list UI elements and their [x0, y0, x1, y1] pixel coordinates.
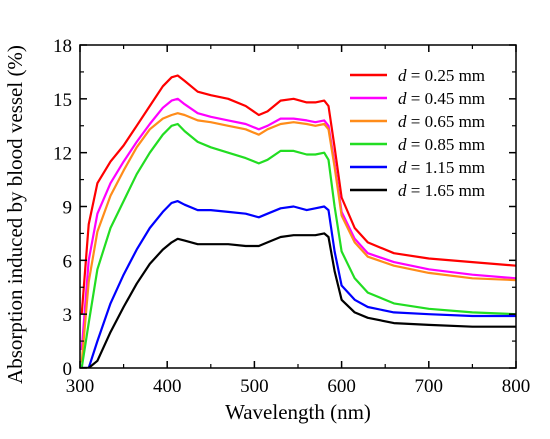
series-line-2	[80, 97, 516, 351]
legend-label-6: d = 1.65 mm	[398, 181, 485, 200]
x-tick-label: 600	[327, 376, 356, 397]
series-layer	[80, 74, 516, 368]
series-line-6	[81, 232, 516, 368]
y-tick-label: 12	[53, 144, 72, 165]
legend-label-1: d = 0.25 mm	[398, 66, 485, 85]
x-tick-label: 300	[66, 376, 95, 397]
y-tick-label: 6	[63, 251, 73, 272]
legend-label-var: d	[398, 89, 407, 108]
legend-label-value: = 0.25 mm	[407, 66, 486, 85]
legend-label-var: d	[398, 135, 407, 154]
series-line-4	[80, 122, 516, 368]
legend-label-value: = 0.45 mm	[407, 89, 486, 108]
legend-label-var: d	[398, 158, 407, 177]
legend-label-4: d = 0.85 mm	[398, 135, 485, 154]
series-line-1	[80, 74, 516, 315]
y-axis-label: Absorption induced by blood vessel (%)	[3, 45, 27, 384]
legend-label-value: = 1.65 mm	[407, 181, 486, 200]
y-tick-label: 9	[63, 198, 73, 219]
legend-label-var: d	[398, 112, 407, 131]
x-axis-label: Wavelength (nm)	[225, 400, 371, 424]
legend-label-var: d	[398, 181, 407, 200]
legend-label-3: d = 0.65 mm	[398, 112, 485, 131]
ticks-layer: 300 400 500 600 700 800 0 3 6 9 12 15 18	[53, 36, 530, 397]
legend-label-2: d = 0.45 mm	[398, 89, 485, 108]
legend-label-value: = 0.65 mm	[407, 112, 486, 131]
x-tick-label: 400	[153, 376, 182, 397]
series-line-5	[81, 200, 516, 368]
y-tick-label: 0	[63, 359, 73, 380]
y-tick-label: 3	[63, 305, 73, 326]
x-tick-label: 500	[240, 376, 269, 397]
legend-label-value: = 1.15 mm	[407, 158, 486, 177]
y-tick-label: 18	[53, 36, 72, 57]
legend-label-5: d = 1.15 mm	[398, 158, 485, 177]
x-tick-label: 800	[502, 376, 531, 397]
series-line-3	[80, 112, 516, 363]
y-tick-label: 15	[53, 90, 72, 111]
legend-label-var: d	[398, 66, 407, 85]
x-tick-label: 700	[415, 376, 444, 397]
legend-label-value: = 0.85 mm	[407, 135, 486, 154]
plot-frame	[79, 44, 517, 369]
legend: d = 0.25 mmd = 0.45 mmd = 0.65 mmd = 0.8…	[350, 66, 485, 200]
